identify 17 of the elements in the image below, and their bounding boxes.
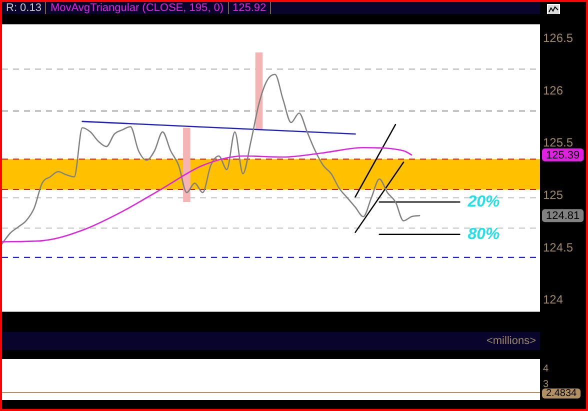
- y-axis-title: <millions>: [485, 334, 537, 349]
- text: 125.92: [228, 2, 272, 14]
- text: MovAvgTriangular (CLOSE, 195, 0): [46, 2, 228, 14]
- y-tick-label: 124: [543, 292, 564, 307]
- y-tick-label: 125: [543, 188, 564, 202]
- text: R: 0.13: [2, 2, 46, 14]
- annotation: 125.39: [546, 149, 580, 162]
- annotation: 124.81: [546, 210, 580, 222]
- y-tick-label: 125.5: [543, 136, 574, 150]
- y-tick-label: 126: [543, 83, 564, 98]
- y-tick-label: 4: [543, 364, 549, 375]
- series-label: 20%: [466, 193, 500, 210]
- series-label: 80%: [468, 226, 500, 243]
- y-tick-label: 124.5: [543, 240, 574, 254]
- y-tick-label: 126.5: [543, 31, 574, 46]
- ref-line-label: 2.4834: [546, 388, 578, 400]
- y-tick-label: 3: [543, 379, 549, 390]
